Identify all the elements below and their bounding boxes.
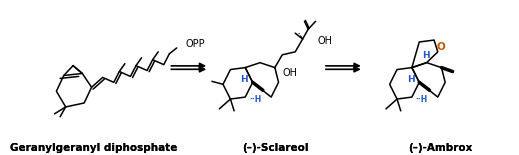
Text: OH: OH (282, 69, 297, 78)
Text: Geranylgeranyl diphosphate: Geranylgeranyl diphosphate (10, 143, 177, 153)
Text: H: H (407, 75, 415, 84)
Text: OPP: OPP (186, 39, 206, 49)
Text: O: O (436, 42, 445, 52)
Text: ··H: ··H (416, 95, 428, 104)
Text: ··H: ··H (249, 95, 261, 104)
Text: (–)-Sclareol: (–)-Sclareol (242, 143, 309, 153)
Text: (–)-Sclareol: (–)-Sclareol (242, 143, 309, 153)
Text: H: H (422, 51, 430, 60)
Text: Geranylgeranyl diphosphate: Geranylgeranyl diphosphate (10, 143, 177, 153)
Text: H: H (240, 75, 248, 84)
Text: OH: OH (318, 36, 333, 46)
Text: (–)-Ambrox: (–)-Ambrox (408, 143, 473, 153)
Text: (–)-Ambrox: (–)-Ambrox (408, 143, 473, 153)
